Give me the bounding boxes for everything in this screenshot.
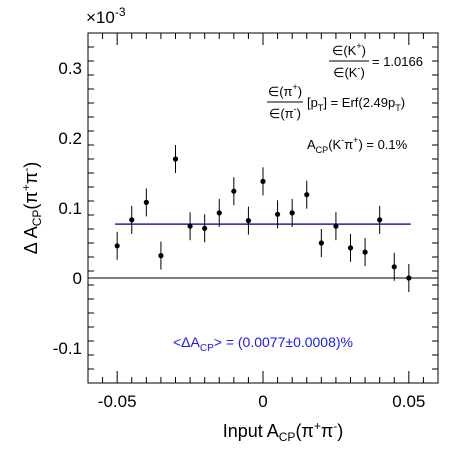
y-axis-label-end: ) [21,162,41,168]
x-tick-label: 0.05 [392,392,425,411]
y-tick-label: 0 [73,269,82,288]
y-axis-label-sup1: + [19,184,33,191]
data-point [304,192,310,198]
data-point [216,210,222,216]
data-point [143,199,149,205]
svg-text:×10-3: ×10-3 [86,5,126,27]
data-point [318,240,324,246]
x-axis-label-mid: π [321,421,333,441]
x-axis-tick-labels: -0.05 0 0.05 [98,392,426,411]
x-axis-label-sup1: + [314,419,321,433]
y-tick-label: 0.1 [58,199,82,218]
data-point [187,223,193,229]
fit-result-label: <ΔACP> = (0.0077±0.0008)% [173,334,353,354]
data-point [260,178,266,184]
x-axis-label-sup2: - [333,419,337,433]
data-point [333,223,339,229]
data-point [129,217,135,223]
y-tick-label: 0.2 [58,129,82,148]
x-axis-label-pre: Input A [223,421,279,441]
data-point [202,225,208,231]
y-axis-label: Δ ACP(π+π-) [19,162,44,255]
data-point [377,217,383,223]
data-point [231,188,237,194]
svg-text:ACP(K-π+) = 0.1%: ACP(K-π+) = 0.1% [307,135,408,155]
x-tick-label: 0 [258,392,267,411]
y-axis-label-post: (π [21,191,41,209]
y-axis-ticks [88,32,438,384]
data-point [362,249,368,255]
svg-text:∈(K-): ∈(K-) [333,63,365,80]
kaon-efficiency-value: = 1.0166 [372,54,423,69]
x-axis-label-end: ) [337,421,343,441]
x-axis-label: Input ACP(π+π-) [223,419,344,444]
y-tick-label: 0.3 [58,59,82,78]
y-axis-label-mid: π [21,172,41,184]
x-axis-label-sub: CP [279,430,296,444]
svg-text:∈(π+): ∈(π+) [268,82,302,99]
svg-text:∈(π-): ∈(π-) [269,104,301,121]
y-multiplier-base: ×10 [86,8,115,27]
x-axis-ticks [87,33,439,383]
data-point [347,245,354,251]
x-axis-label-post: (π [295,421,313,441]
annotation-pion-efficiency: ∈(π+) ∈(π-) [pT] = Erf(2.49pT) [267,82,405,121]
y-axis-label-pre: Δ A [21,226,41,254]
data-point [158,253,164,259]
data-point [114,243,120,249]
data-point [391,264,397,270]
y-tick-label: -0.1 [53,339,82,358]
annotation-acp-kpi: ACP(K-π+) = 0.1% [307,135,408,155]
data-point [245,218,252,224]
annotation-kaon-efficiency: ∈(K+) ∈(K-) = 1.0166 [329,41,423,80]
data-point [172,156,179,162]
y-axis-label-sub: CP [30,210,44,227]
y-axis-tick-labels: -0.1 0 0.1 0.2 0.3 [53,59,82,358]
data-point [274,211,281,217]
pion-efficiency-value: [pT] = Erf(2.49pT) [307,95,405,113]
data-point [406,275,412,281]
data-points [114,145,412,292]
y-multiplier: ×10-3 [86,5,126,27]
plot-frame [87,32,439,384]
y-multiplier-exp: -3 [115,5,126,19]
data-point [289,210,295,216]
y-axis-label-sup2: - [19,168,33,172]
x-tick-label: -0.05 [98,392,137,411]
svg-text:∈(K+): ∈(K+) [332,41,366,58]
